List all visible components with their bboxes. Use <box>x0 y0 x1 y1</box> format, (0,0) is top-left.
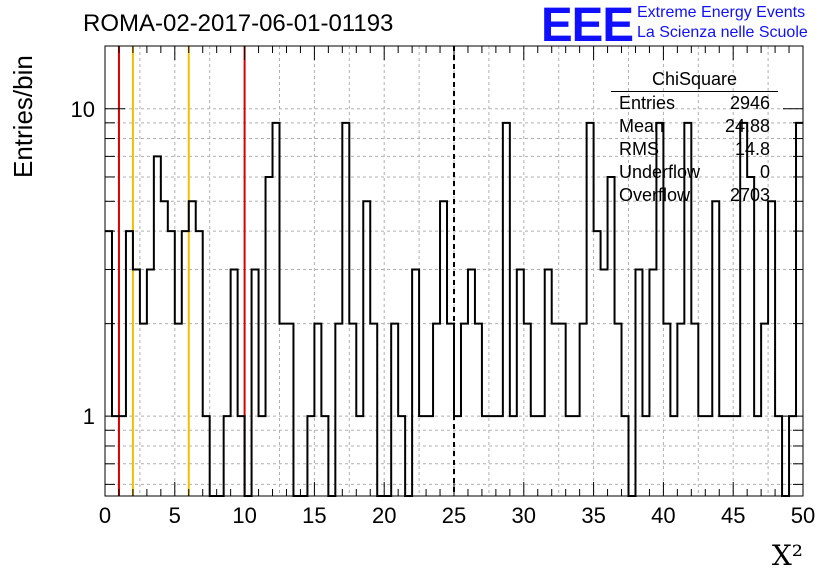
stats-row-underflow: Underflow 0 <box>611 161 778 184</box>
x-tick-label: 20 <box>372 503 396 528</box>
stats-value: 14.8 <box>734 139 770 159</box>
logo-tagline-1: Extreme Energy Events <box>637 4 806 21</box>
x-tick-label: 40 <box>651 503 675 528</box>
stats-label: Entries <box>619 93 676 113</box>
stats-value: 2946 <box>729 93 770 113</box>
stats-value: 2703 <box>729 185 770 205</box>
eee-logo: EEE <box>541 2 634 44</box>
x-tick-label: 50 <box>791 503 815 528</box>
x-axis-label: X² <box>772 539 803 572</box>
y-tick-label: 10 <box>71 97 95 122</box>
x-tick-label: 15 <box>302 503 326 528</box>
stats-label: Underflow <box>619 162 701 182</box>
x-tick-label: 45 <box>721 503 745 528</box>
logo-tagline-2: La Scienza nelle Scuole <box>637 24 808 41</box>
y-axis-label: Entries/bin <box>8 55 38 178</box>
stats-row-rms: RMS 14.8 <box>611 138 778 161</box>
axis-tick-labels: 0 5 10 15 20 25 30 35 40 45 50 1 10 <box>71 97 816 528</box>
stats-row-entries: Entries 2946 <box>611 92 778 115</box>
eee-logo-text: EEE <box>541 2 633 44</box>
x-tick-label: 10 <box>232 503 256 528</box>
x-tick-label: 25 <box>442 503 466 528</box>
stats-value: 0 <box>759 162 770 182</box>
stats-label: RMS <box>619 139 659 159</box>
stats-box: ChiSquare Entries 2946 Mean 24.88 RMS 14… <box>611 67 778 207</box>
axis-ticks <box>104 46 804 496</box>
x-tick-label: 35 <box>581 503 605 528</box>
x-tick-label: 0 <box>99 503 111 528</box>
x-tick-label: 30 <box>512 503 536 528</box>
stats-title: ChiSquare <box>611 67 778 92</box>
y-tick-label: 1 <box>83 404 95 429</box>
stats-label: Overflow <box>619 185 691 205</box>
stats-row-mean: Mean 24.88 <box>611 115 778 138</box>
stats-value: 24.88 <box>724 116 770 136</box>
chart-title: ROMA-02-2017-06-01-01193 <box>83 10 394 37</box>
stats-row-overflow: Overflow 2703 <box>611 184 778 207</box>
stats-label: Mean <box>619 116 665 136</box>
reference-lines <box>117 46 455 496</box>
x-tick-label: 5 <box>169 503 181 528</box>
